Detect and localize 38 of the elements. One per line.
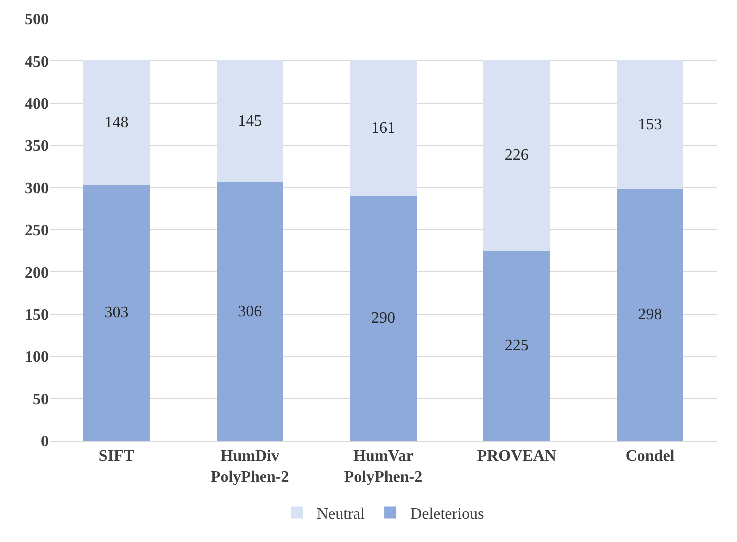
legend-label: Neutral bbox=[317, 506, 366, 523]
x-tick-label: HumVar PolyPhen-2 bbox=[344, 448, 423, 486]
y-tick-label: 500 bbox=[25, 12, 49, 29]
y-tick-label: 250 bbox=[25, 222, 49, 240]
x-tick-label: Condel bbox=[626, 448, 676, 466]
legend-label: Deleterious bbox=[410, 506, 484, 523]
data-label: 290 bbox=[372, 310, 396, 328]
bar bbox=[616, 60, 684, 190]
data-label: 306 bbox=[238, 303, 262, 320]
y-tick-label: 400 bbox=[25, 96, 49, 113]
y-tick-label: 350 bbox=[25, 138, 49, 156]
bar bbox=[484, 60, 550, 252]
bar bbox=[216, 182, 284, 441]
bar bbox=[350, 60, 417, 196]
bar bbox=[616, 189, 684, 441]
y-tick-label: 450 bbox=[25, 54, 49, 71]
y-tick-label: 50 bbox=[33, 391, 49, 408]
y-tick-label: 100 bbox=[25, 349, 49, 366]
y-tick-label: 300 bbox=[25, 180, 49, 198]
bar bbox=[350, 196, 417, 441]
data-label: 148 bbox=[104, 114, 129, 132]
data-label: 145 bbox=[238, 113, 262, 130]
x-tick-label: SIFT bbox=[98, 448, 135, 466]
bar bbox=[484, 251, 550, 441]
y-tick-label: 150 bbox=[25, 307, 49, 324]
bar bbox=[216, 60, 284, 183]
bar bbox=[83, 185, 150, 441]
data-label: 161 bbox=[372, 120, 396, 137]
x-tick-label: PROVEAN bbox=[477, 448, 557, 466]
data-label: 298 bbox=[638, 306, 662, 324]
data-label: 225 bbox=[504, 338, 529, 355]
data-label: 226 bbox=[504, 147, 529, 164]
x-tick-label: HumDiv PolyPhen-2 bbox=[210, 448, 290, 486]
data-label: 303 bbox=[104, 304, 129, 322]
y-tick-label: 200 bbox=[25, 264, 49, 282]
y-tick-label: 0 bbox=[41, 434, 49, 451]
bar bbox=[83, 60, 150, 186]
data-label: 153 bbox=[638, 116, 662, 134]
